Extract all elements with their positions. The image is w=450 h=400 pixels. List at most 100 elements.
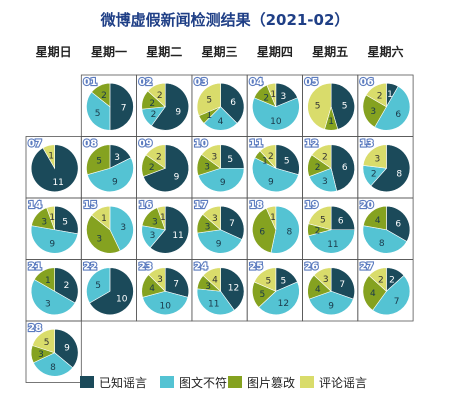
pie-slice: [362, 144, 387, 169]
pie-slice: [149, 205, 189, 254]
slice-value-label: 6: [230, 98, 236, 108]
pie-slice: [252, 207, 277, 254]
weekday-label: 星期三: [202, 44, 238, 59]
day-cell-14: 5 9 3 1 14: [27, 199, 79, 254]
slice-value-label: 3: [375, 155, 381, 165]
pie-slice: [368, 267, 387, 292]
slice-value-label: 6: [338, 217, 344, 227]
legend-label: 评论谣言: [319, 375, 368, 390]
slice-value-label: 2: [263, 94, 269, 104]
day-cell-16: 11 3 3 1 16: [138, 199, 189, 254]
slice-value-label: 9: [49, 240, 55, 250]
slice-value-label: 6: [342, 163, 348, 173]
slice-value-label: 5: [284, 157, 290, 167]
pie-slice: [374, 85, 411, 131]
slice-value-label: 5: [260, 290, 266, 300]
day-cell-01: 7 52 01: [82, 76, 134, 131]
pie-slice: [151, 82, 190, 131]
legend-label: 已知谣言: [99, 375, 148, 390]
slice-value-label: 8: [379, 239, 385, 249]
slice-value-label: 3: [205, 222, 211, 232]
slice-value-label: 9: [64, 343, 70, 353]
pie-slice: [148, 267, 166, 292]
slice-value-label: 2: [64, 281, 70, 291]
slice-value-label: 3: [205, 282, 211, 292]
slice-value-label: 7: [394, 297, 400, 307]
day-number: 10: [194, 139, 208, 150]
pie-slice: [330, 205, 355, 231]
pie-slice: [259, 144, 277, 170]
slice-value-label: 11: [208, 300, 219, 310]
pie-slice: [30, 225, 79, 254]
pie-slice: [362, 225, 408, 254]
slice-value-label: 8: [50, 363, 56, 373]
slice-value-label: 2: [149, 99, 155, 109]
slice-value-label: 3: [41, 217, 47, 227]
day-number: 03: [194, 77, 208, 88]
weekday-label: 星期五: [312, 44, 348, 59]
pie-slice: [203, 106, 238, 131]
day-cell-04: 3 10 2 1 04: [248, 76, 300, 131]
day-number: 24: [194, 262, 208, 273]
chart-title: 微博虚假新闻检测结果（2021-02）: [100, 11, 350, 29]
slice-value-label: 2: [378, 275, 384, 285]
pie-slice: [372, 275, 411, 316]
pie-slice: [156, 205, 166, 230]
pie-slice: [196, 82, 221, 117]
pie-slice: [145, 144, 166, 169]
day-number: 07: [28, 139, 42, 150]
slice-value-label: 5: [95, 109, 101, 119]
day-cell-03: 641 5 03: [193, 76, 245, 131]
pie-slice: [86, 144, 111, 176]
calendar-grid: [25, 74, 414, 383]
slice-value-label: 9: [216, 240, 222, 250]
pie-slice: [32, 352, 74, 377]
pie-slice: [308, 205, 332, 231]
slice-value-label: 2: [371, 170, 377, 180]
pie-slice: [31, 328, 55, 354]
slice-value-label: 6: [395, 219, 401, 229]
day-number: 18: [249, 200, 263, 211]
pie-slice: [109, 205, 134, 252]
day-number: 02: [139, 77, 153, 88]
slice-value-label: 4: [370, 289, 376, 299]
pie-slice: [46, 205, 55, 230]
pie-slice: [258, 281, 300, 316]
slice-value-label: 9: [220, 178, 226, 188]
slice-value-label: 10: [270, 117, 282, 127]
day-cell-26: 7 943 26: [303, 260, 355, 315]
slice-value-label: 4: [149, 284, 155, 294]
pie-slice: [142, 290, 189, 316]
slice-value-label: 1: [270, 90, 276, 100]
slice-value-label: 3: [281, 92, 287, 102]
pie-slice: [313, 267, 332, 292]
pie-slice: [86, 267, 111, 304]
day-number: 25: [249, 262, 263, 273]
day-number: 01: [83, 77, 97, 88]
pie-slice: [30, 279, 76, 316]
day-number: 09: [139, 139, 153, 150]
slice-value-label: 2: [156, 153, 162, 163]
pie-slice: [42, 144, 55, 170]
slice-value-label: 1: [328, 117, 334, 127]
pie-slice: [201, 144, 221, 169]
slice-value-label: 9: [174, 172, 180, 182]
pie-slice: [33, 267, 55, 292]
slice-value-label: 2: [157, 91, 163, 101]
slice-value-label: 7: [339, 280, 345, 290]
pie-slice: [220, 205, 245, 240]
day-cell-22: 10 5 22: [82, 260, 134, 316]
day-cell-20: 68 420: [359, 199, 411, 254]
pie-slice: [311, 144, 332, 169]
slice-value-label: 1: [49, 213, 55, 223]
pie-slice: [30, 144, 79, 192]
day-number: 26: [305, 262, 319, 273]
day-number: 28: [28, 323, 42, 334]
legend-label: 图片篡改: [247, 375, 296, 390]
slice-value-label: 3: [120, 223, 126, 233]
weekday-label: 星期日: [36, 44, 72, 59]
